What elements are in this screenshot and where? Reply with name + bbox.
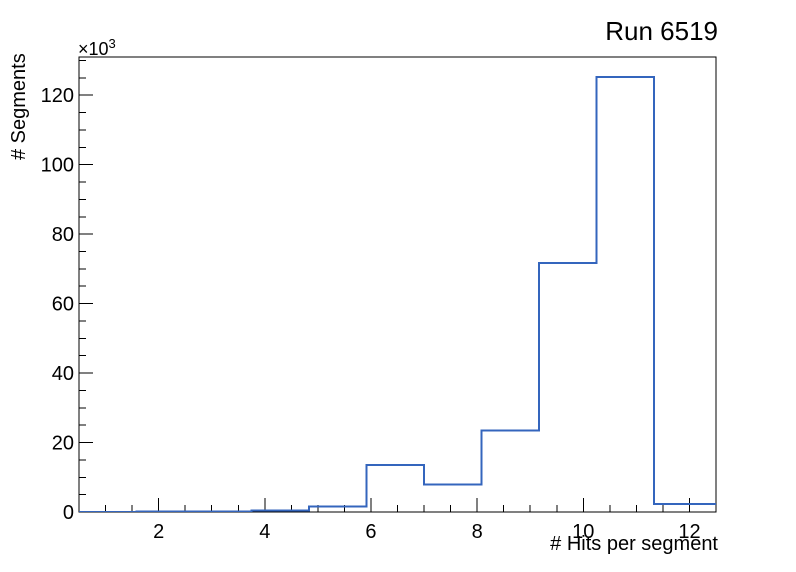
y-tick-label: 80 xyxy=(52,224,74,246)
x-tick-label: 4 xyxy=(259,521,270,543)
y-axis-ticks xyxy=(79,59,93,513)
power-base: ×10 xyxy=(78,39,109,59)
x-tick-label: 10 xyxy=(572,521,594,543)
x-tick-label: 12 xyxy=(678,521,700,543)
x-tick-label: 8 xyxy=(472,521,483,543)
histogram-line xyxy=(79,76,716,512)
y-axis-tick-labels: 0 20 40 60 80 100 120 xyxy=(41,85,74,524)
x-axis-title: # Hits per segment xyxy=(550,533,718,555)
y-tick-label: 0 xyxy=(63,502,74,524)
x-tick-label: 2 xyxy=(153,521,164,543)
y-tick-label: 120 xyxy=(41,85,74,107)
y-tick-label: 100 xyxy=(41,155,74,177)
power-exponent: 3 xyxy=(108,36,116,51)
x-tick-label: 6 xyxy=(365,521,376,543)
x-axis-ticks xyxy=(105,498,690,512)
y-tick-label: 60 xyxy=(52,294,74,316)
plot-title: Run 6519 xyxy=(605,16,718,46)
plot-frame xyxy=(78,56,717,513)
x-axis-tick-labels: 2 4 6 8 10 12 xyxy=(153,521,701,543)
y-tick-label: 40 xyxy=(52,363,74,385)
y-tick-label: 20 xyxy=(52,433,74,455)
y-axis-power-label: ×103 xyxy=(78,36,116,60)
